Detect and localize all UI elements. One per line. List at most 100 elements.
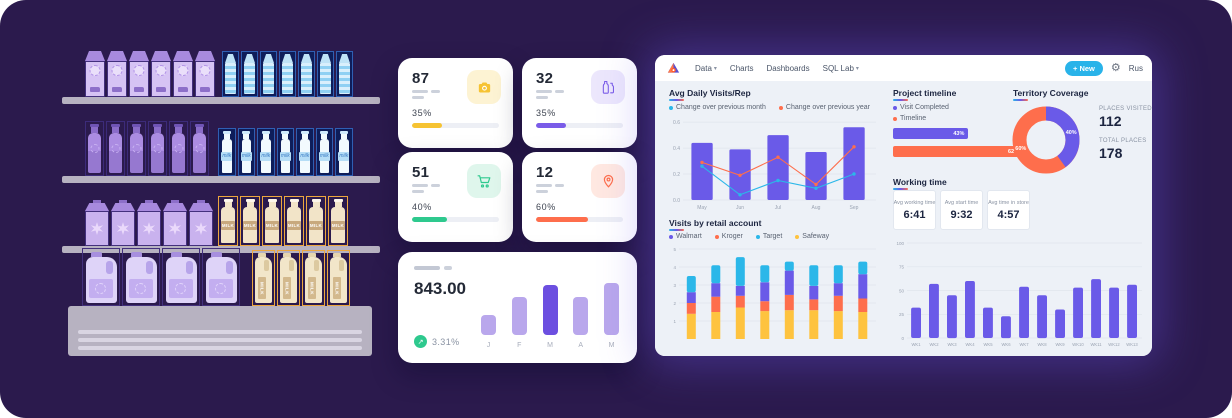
shelf-item-cream-bottle: MILK [284, 196, 304, 246]
shelf-item-purple-carton [173, 51, 193, 97]
stack-segment-walmart[interactable] [809, 285, 819, 300]
shelf-item-purple-carton2 [189, 200, 213, 246]
stack-segment-safeway[interactable] [760, 311, 770, 339]
bar[interactable] [843, 127, 865, 200]
nav-item-sql-lab[interactable]: SQL Lab ▾ [822, 63, 859, 73]
bar[interactable] [911, 307, 921, 338]
bar[interactable] [1019, 286, 1029, 338]
bar[interactable] [983, 307, 993, 338]
bar[interactable] [1109, 287, 1119, 338]
timeline-bar[interactable]: 62% [893, 146, 1023, 157]
stack-segment-target[interactable] [686, 276, 696, 293]
nav-item-charts[interactable]: Charts [729, 63, 754, 73]
stack-segment-kroger[interactable] [711, 296, 721, 312]
legend-item[interactable]: Change over previous year [778, 104, 870, 111]
nav-item-dashboards[interactable]: Dashboards [766, 63, 810, 73]
legend-item[interactable]: Change over previous month [669, 104, 766, 111]
stack-segment-walmart[interactable] [833, 283, 843, 296]
legend-item[interactable]: Kroger [714, 233, 743, 240]
stack-segment-safeway[interactable] [833, 311, 843, 339]
stack-segment-walmart[interactable] [784, 270, 794, 295]
data-point[interactable] [814, 186, 818, 190]
bar[interactable] [965, 281, 975, 338]
bar[interactable] [1055, 309, 1065, 339]
mini-bar[interactable] [481, 315, 496, 335]
stack-segment-walmart[interactable] [735, 285, 745, 296]
mini-bar[interactable] [511, 297, 527, 335]
bar[interactable] [947, 295, 957, 339]
stack-segment-target[interactable] [809, 265, 819, 286]
data-point[interactable] [852, 145, 856, 149]
donut-slice-primary[interactable] [1012, 106, 1080, 174]
stack-segment-target[interactable] [735, 257, 745, 286]
stack-segment-target[interactable] [784, 261, 794, 271]
stack-segment-kroger[interactable] [833, 295, 843, 312]
nav-item-data[interactable]: Data ▾ [695, 63, 717, 73]
stack-segment-kroger[interactable] [858, 298, 868, 313]
legend-item[interactable]: Walmart [669, 233, 702, 240]
milk-label: milk [260, 151, 272, 161]
timeline-bar[interactable]: 43% [893, 128, 969, 139]
bar[interactable] [1037, 295, 1047, 339]
stack-segment-safeway[interactable] [686, 313, 696, 339]
cow-icon [200, 87, 210, 92]
gear-icon[interactable]: ⚙ [1110, 61, 1121, 74]
data-point[interactable] [852, 172, 856, 176]
legend-item[interactable]: Timeline [893, 115, 926, 122]
new-button[interactable]: + New [1065, 60, 1103, 76]
data-point[interactable] [700, 160, 704, 165]
stack-segment-safeway[interactable] [858, 312, 868, 339]
revenue-value: 843.00 [414, 279, 466, 298]
data-point[interactable] [738, 193, 742, 197]
stack-segment-target[interactable] [711, 265, 721, 284]
mini-bar[interactable] [542, 285, 558, 335]
stack-segment-walmart[interactable] [711, 283, 721, 297]
stack-segment-safeway[interactable] [809, 310, 819, 339]
visits-by-retail-chart: 1 2 3 4 5 [673, 247, 876, 340]
y-tick-label: 5 [673, 247, 676, 252]
stack-segment-safeway[interactable] [735, 307, 745, 340]
stack-segment-walmart[interactable] [686, 292, 696, 303]
bar[interactable] [805, 152, 827, 200]
avg-daily-visits-title: Avg Daily Visits/Rep [669, 88, 751, 101]
bar[interactable] [929, 283, 939, 338]
stack-segment-target[interactable] [760, 265, 770, 283]
legend-item[interactable]: Safeway [795, 233, 829, 240]
mini-bar[interactable] [604, 283, 619, 335]
x-tick-label: F [517, 342, 522, 349]
data-point[interactable] [776, 155, 780, 159]
stack-segment-kroger[interactable] [809, 299, 819, 311]
stack-segment-walmart[interactable] [760, 282, 770, 302]
data-point[interactable] [738, 173, 742, 177]
bar[interactable] [691, 142, 713, 200]
stack-segment-walmart[interactable] [858, 274, 868, 299]
user-menu[interactable]: Rus [1128, 63, 1143, 73]
legend-item[interactable]: Target [755, 233, 782, 240]
territory-coverage-title: Territory Coverage [1013, 88, 1088, 101]
stack-segment-safeway[interactable] [784, 310, 794, 339]
app-logo-icon[interactable] [666, 61, 681, 76]
placeholder-line [412, 190, 499, 193]
legend-label: Change over previous year [785, 104, 870, 111]
mini-bar[interactable] [573, 297, 589, 335]
shelf-item-cream-bottle: MILK [218, 196, 238, 246]
data-point[interactable] [700, 164, 704, 168]
legend-label: Timeline [900, 115, 927, 122]
stack-segment-kroger[interactable] [760, 301, 770, 312]
stack-segment-kroger[interactable] [686, 303, 696, 314]
stack-segment-kroger[interactable] [735, 295, 745, 308]
bar[interactable] [1127, 284, 1137, 338]
stack-segment-target[interactable] [858, 261, 868, 275]
bar[interactable] [1073, 287, 1083, 338]
stack-segment-kroger[interactable] [784, 294, 794, 311]
legend-item[interactable]: Visit Completed [893, 104, 949, 111]
stack-segment-safeway[interactable] [711, 312, 721, 339]
bar[interactable] [1091, 279, 1101, 338]
data-point[interactable] [814, 182, 818, 187]
data-point[interactable] [776, 178, 780, 183]
dashboard-body: Avg Daily Visits/Rep Change over previou… [655, 81, 1152, 356]
bar[interactable] [767, 135, 789, 200]
bar[interactable] [1001, 316, 1011, 339]
project-timeline-legend: Visit Completed Timeline [893, 104, 949, 122]
stack-segment-target[interactable] [833, 265, 843, 284]
